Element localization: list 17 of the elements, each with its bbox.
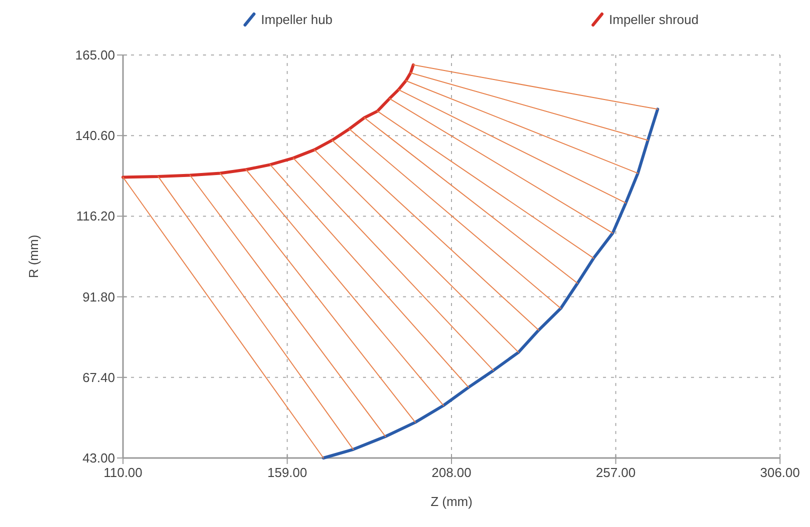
x-tick-label: 159.00 xyxy=(267,465,308,480)
x-tick-label: 208.00 xyxy=(432,465,472,480)
y-axis-title: R (mm) xyxy=(26,234,41,278)
x-tick-label: 257.00 xyxy=(596,465,636,480)
y-tick-label: 67.40 xyxy=(82,370,115,385)
x-axis-title: Z (mm) xyxy=(430,494,472,509)
y-tick-label: 140.60 xyxy=(75,128,115,144)
line-series xyxy=(322,108,660,460)
legend-label: Impeller shroud xyxy=(609,12,699,27)
legend-label: Impeller hub xyxy=(261,12,333,27)
x-tick-label: 306.00 xyxy=(760,465,800,480)
y-tick-label: 165.00 xyxy=(75,48,115,62)
y-tick-label: 116.20 xyxy=(76,208,115,224)
y-tick-label: 91.80 xyxy=(82,289,115,304)
y-tick-label: 43.00 xyxy=(82,450,115,466)
x-tick-label: 110.00 xyxy=(104,465,142,480)
line-series xyxy=(122,63,415,179)
